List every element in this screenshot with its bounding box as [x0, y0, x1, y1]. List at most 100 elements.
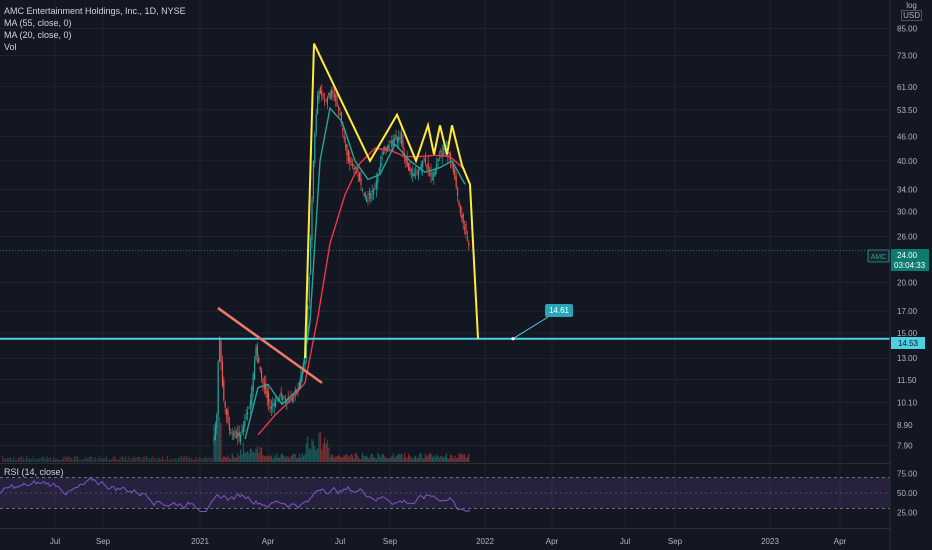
volume-bar: [94, 457, 96, 462]
candle-body: [261, 370, 263, 378]
candle-body: [315, 114, 317, 133]
volume-bar: [107, 459, 109, 462]
scale-mode-label[interactable]: log: [906, 1, 917, 10]
volume-bar: [311, 438, 313, 462]
volume-bar: [272, 458, 274, 462]
volume-bar: [301, 453, 303, 462]
scale-options[interactable]: log USD: [901, 1, 922, 21]
rsi-legend[interactable]: RSI (14, close): [4, 467, 64, 477]
volume-bar: [356, 453, 358, 462]
volume-bar: [459, 454, 461, 462]
candle-body: [322, 98, 324, 100]
callout-annotation[interactable]: 14.61: [511, 304, 573, 341]
volume-bar: [174, 457, 176, 462]
candle-body: [346, 144, 348, 156]
bar-countdown-text: 03:04:33: [894, 261, 926, 270]
candle-body: [244, 421, 246, 427]
time-tick-label: Apr: [546, 537, 559, 546]
volume-bar: [455, 457, 457, 462]
volume-bar: [88, 457, 90, 462]
candle-body: [247, 412, 249, 415]
candle-body: [405, 157, 407, 161]
price-scale[interactable]: 85.00 73.00 61.00 53.50 46.00 40.00 34.00 30.00…: [889, 0, 918, 550]
volume-bar: [50, 457, 52, 462]
volume-bar: [112, 456, 114, 462]
volume-legend[interactable]: Vol: [4, 42, 17, 52]
time-scale[interactable]: Jul Sep 2021 Apr Jul Sep 2022 Apr Jul Sep 2023 Apr: [0, 528, 890, 547]
volume-bar: [434, 457, 436, 462]
volume-bar: [249, 448, 251, 462]
volume-bar: [403, 453, 405, 462]
candle-body: [336, 102, 338, 107]
candle-body: [384, 146, 386, 150]
chart-legend[interactable]: AMC Entertainment Holdings, Inc., 1D, NY…: [4, 5, 186, 53]
candle-body: [280, 391, 282, 397]
price-tick-label: 40.00: [897, 157, 918, 166]
volume-bar: [429, 453, 431, 462]
volume-bar: [324, 437, 326, 462]
callout-box[interactable]: [545, 304, 573, 317]
volume-bar: [297, 457, 299, 462]
volume-bar: [247, 451, 249, 462]
volume-bar: [298, 453, 300, 462]
volume-bar: [409, 455, 411, 462]
time-tick-label: Sep: [668, 537, 683, 546]
candle-body: [275, 401, 277, 407]
volume-bar: [248, 453, 250, 462]
price-tick-label: 34.00: [897, 185, 918, 194]
volume-bar: [465, 457, 467, 462]
volume-bar: [387, 457, 389, 462]
volume-bar: [262, 455, 264, 462]
volume-bar: [426, 456, 428, 462]
price-tick-label: 61.00: [897, 83, 918, 92]
volume-bar: [314, 446, 316, 462]
volume-bar: [359, 458, 361, 462]
volume-bar: [195, 456, 197, 462]
volume-bar: [136, 456, 138, 462]
candle-body: [454, 169, 456, 179]
candle-body: [228, 423, 230, 430]
candle-body: [399, 137, 401, 139]
volume-bar: [368, 458, 370, 462]
ma55-legend[interactable]: MA (55, close, 0): [4, 18, 72, 28]
candle-body: [387, 146, 389, 151]
price-tick-label: 30.00: [897, 207, 918, 216]
volume-bar: [326, 440, 328, 462]
volume-bar: [184, 456, 186, 462]
triangle-trend-line[interactable]: [217, 307, 323, 384]
price-tick-label: 7.90: [897, 442, 913, 451]
current-price-badge-bg: [891, 249, 929, 271]
volume-bar: [67, 456, 69, 462]
volume-bar: [366, 455, 368, 462]
currency-label[interactable]: USD: [901, 10, 922, 21]
candle-body: [396, 137, 398, 143]
volume-bar: [422, 458, 424, 462]
volume-bar: [189, 457, 191, 462]
symbol-tag: [867, 249, 890, 263]
volume-bar: [96, 459, 98, 462]
volume-bar: [5, 459, 7, 462]
candle-body: [406, 158, 408, 167]
ma20-legend[interactable]: MA (20, close, 0): [4, 30, 72, 40]
volume-bar: [276, 453, 278, 462]
rsi-panel[interactable]: [0, 463, 890, 513]
volume-bar: [363, 455, 365, 462]
volume-bar: [293, 453, 295, 462]
candle-body: [368, 193, 370, 196]
candle-body: [392, 139, 394, 145]
candle-body: [461, 215, 463, 219]
volume-bar: [268, 456, 270, 462]
volume-bar: [32, 456, 34, 462]
volume-bar: [468, 453, 470, 462]
symbol-title[interactable]: AMC Entertainment Holdings, Inc., 1D, NY…: [4, 6, 186, 16]
candle-body: [349, 157, 351, 163]
volume-bar: [227, 455, 229, 462]
candle-body: [427, 162, 429, 170]
volume-bar: [353, 458, 355, 462]
volume-bar: [273, 455, 275, 462]
head-shoulders-pattern-line[interactable]: [304, 43, 479, 359]
volume-bar: [58, 459, 60, 462]
